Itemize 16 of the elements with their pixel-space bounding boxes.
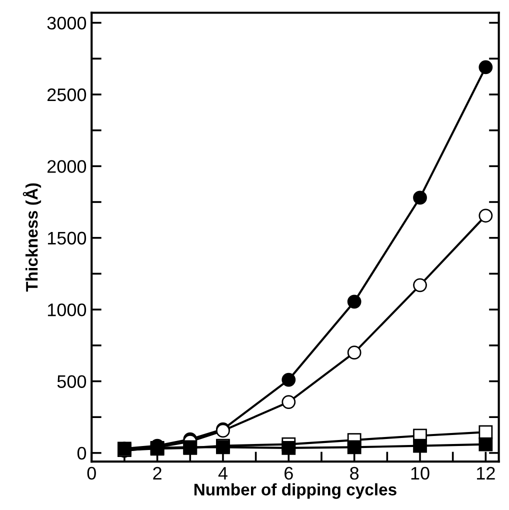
x-tick-label: 0 xyxy=(87,466,96,480)
y-tick-label: 1000 xyxy=(48,303,86,316)
x-tick-label: 10 xyxy=(411,466,430,480)
x-axis-title: Number of dipping cycles xyxy=(194,483,396,499)
x-tick-label: 12 xyxy=(477,466,495,480)
x-tick-label: 8 xyxy=(350,466,359,480)
y-tick-label: 1500 xyxy=(48,232,86,245)
y-tick-label: 2000 xyxy=(48,160,86,173)
y-tick-label: 2500 xyxy=(48,88,86,102)
y-tick-label: 0 xyxy=(77,446,86,460)
y-axis-title: Thickness (Å) xyxy=(22,183,42,292)
x-tick-label: 4 xyxy=(218,467,228,480)
y-tick-label: 3000 xyxy=(47,16,86,30)
x-tick-label: 2 xyxy=(153,466,162,480)
y-tick-label: 500 xyxy=(57,375,86,388)
x-tick-label: 6 xyxy=(284,466,293,480)
